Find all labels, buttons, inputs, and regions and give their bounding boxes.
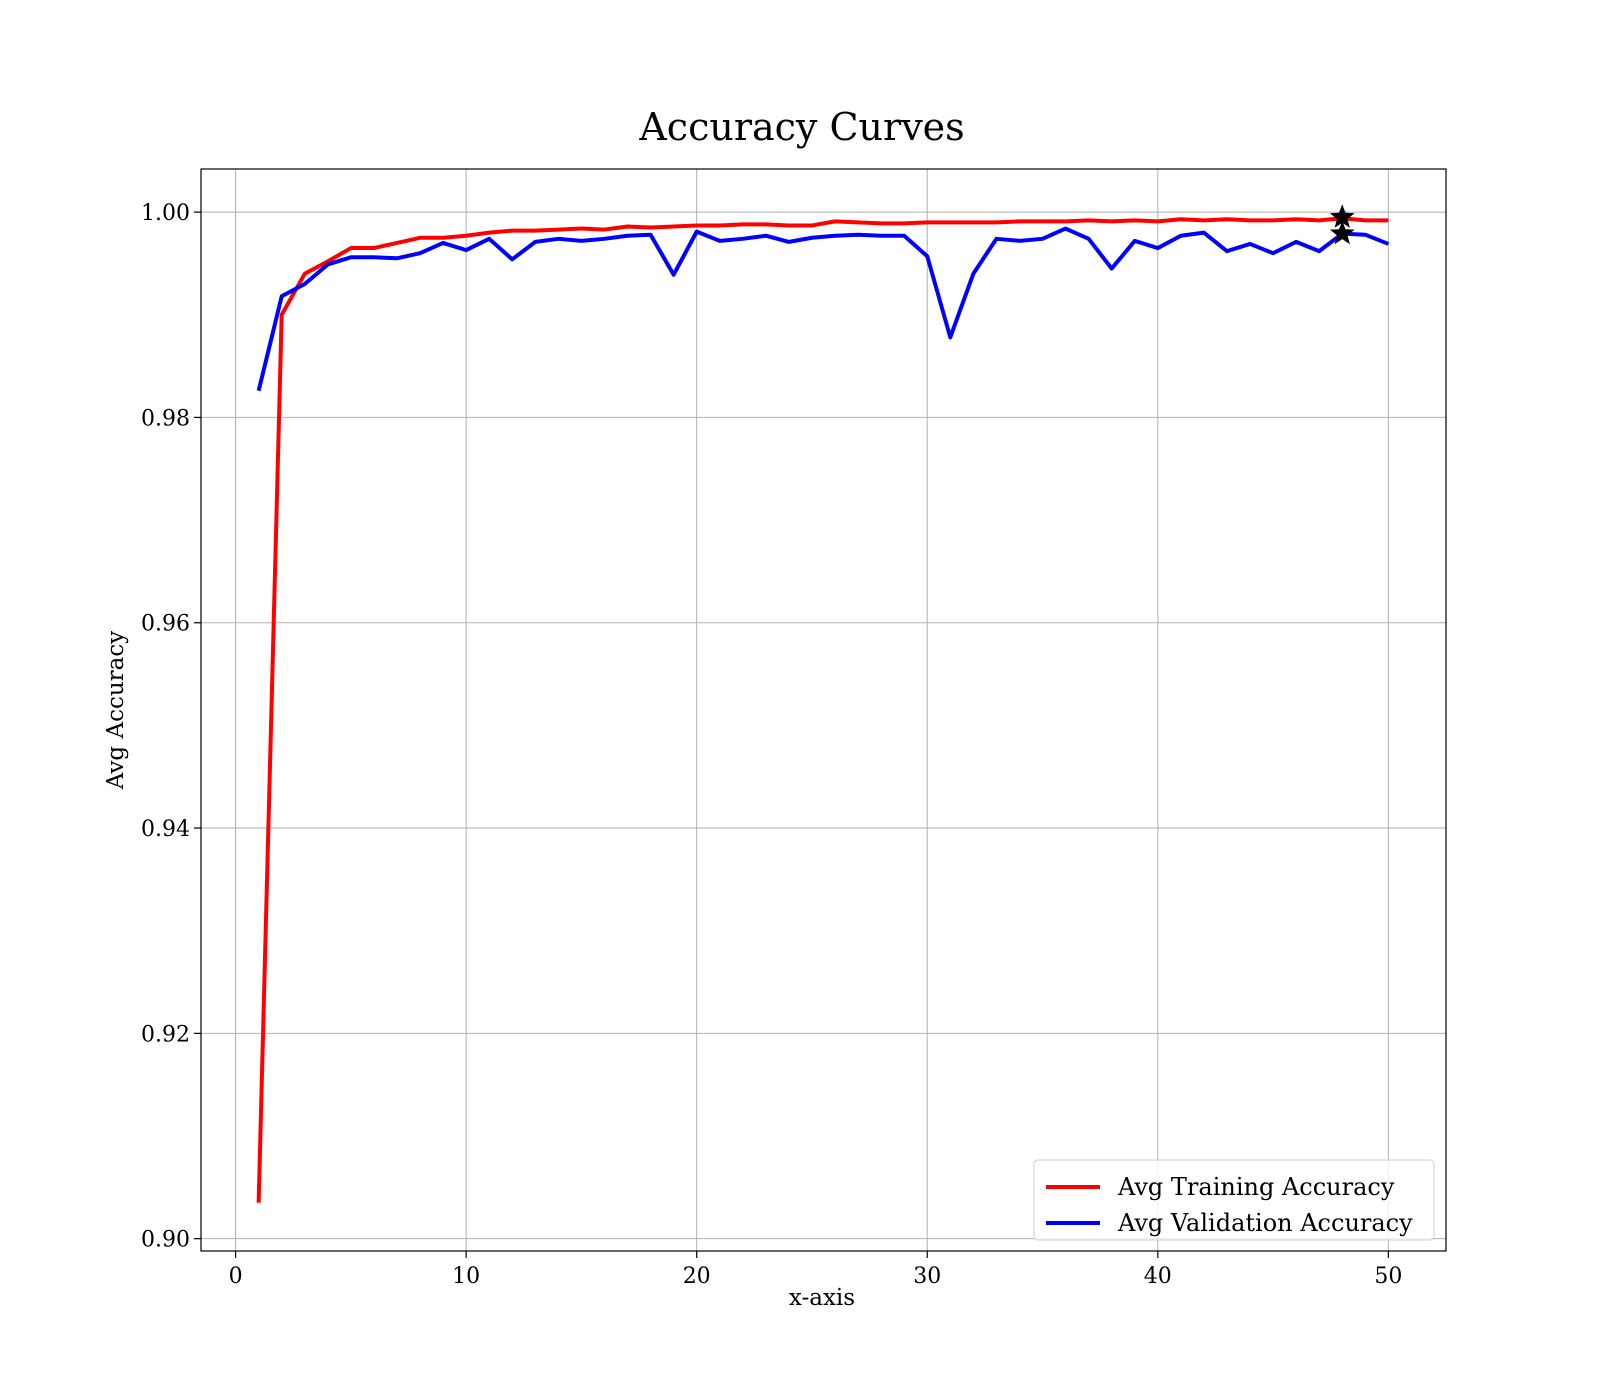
x-tick-label: 0 — [229, 1264, 243, 1289]
series-line-0 — [256, 216, 1389, 1203]
y-ticks: 0.90 0.92 0.94 0.96 0.98 1.00 — [141, 201, 201, 1253]
legend-box — [1033, 1159, 1435, 1241]
y-tick-label: 0.98 — [141, 406, 190, 431]
y-tick-label: 1.00 — [141, 201, 190, 226]
x-tick-label: 20 — [683, 1264, 711, 1289]
y-tick-label: 0.92 — [141, 1022, 190, 1047]
y-axis-title: Avg Accuracy — [103, 631, 129, 790]
x-tick-label: 10 — [452, 1264, 480, 1289]
y-tick-label: 0.94 — [141, 817, 190, 842]
legend-label-1: Avg Validation Accuracy — [1117, 1209, 1413, 1237]
x-tick-label: 30 — [913, 1264, 941, 1289]
series-line-1 — [256, 226, 1390, 392]
x-tick-label: 40 — [1144, 1264, 1172, 1289]
legend: Avg Training Accuracy Avg Validation Accu… — [1033, 1159, 1435, 1241]
plot-frame — [200, 168, 1447, 1252]
grid-lines — [201, 169, 1446, 1251]
y-tick-label: 0.90 — [141, 1228, 190, 1253]
best-marker-star — [1329, 204, 1355, 228]
series-lines — [256, 204, 1390, 1203]
chart-title: Accuracy Curves — [638, 105, 964, 149]
x-axis-title: x-axis — [789, 1285, 855, 1311]
x-tick-label: 50 — [1374, 1264, 1402, 1289]
best-marker-star — [1329, 220, 1355, 245]
x-ticks: 0 10 20 30 40 50 — [229, 1251, 1402, 1289]
legend-label-0: Avg Training Accuracy — [1117, 1173, 1395, 1201]
y-tick-label: 0.96 — [141, 612, 190, 637]
